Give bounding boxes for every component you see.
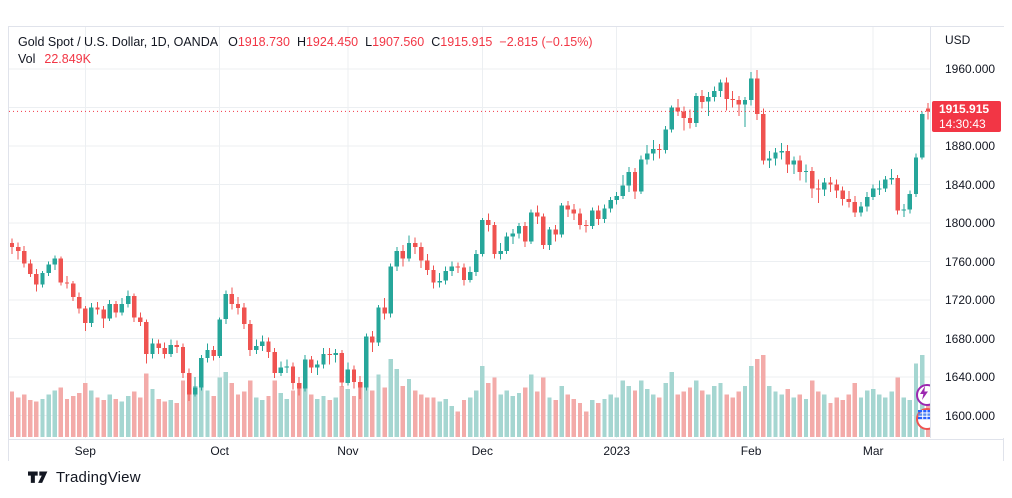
ohlc-token-H: H1924.450 <box>296 35 359 49</box>
last-price-value: 1915.915 <box>939 102 990 117</box>
price-tick: 1760.000 <box>945 254 996 269</box>
tradingview-logo-icon <box>28 471 48 483</box>
last-price-badge: 1915.915 14:30:43 <box>932 101 1001 133</box>
price-axis[interactable]: USD 1960.000 1880.000 1840.000 1800.000 1760… <box>932 27 1005 438</box>
volume-label: Vol <box>18 52 36 66</box>
chart-legend: Gold Spot / U.S. Dollar, 1D, OANDA O1918… <box>18 34 593 68</box>
ohlc-token-L: L1907.560 <box>365 35 425 49</box>
symbol-title[interactable]: Gold Spot / U.S. Dollar, 1D, OANDA <box>18 35 219 49</box>
calendar-grid-icon <box>918 410 930 420</box>
price-tick: 1960.000 <box>945 62 996 76</box>
price-tick: 1600.000 <box>945 408 996 423</box>
price-tick: 1840.000 <box>945 177 996 192</box>
price-tick: 1680.000 <box>945 331 996 346</box>
time-tick-Nov: Nov <box>337 444 359 458</box>
volume-series <box>9 354 930 438</box>
time-tick-Feb: Feb <box>740 444 762 458</box>
change-value: −2.815 (−0.15%) <box>499 35 593 49</box>
footer-brand[interactable]: TradingView <box>28 469 141 486</box>
time-tick-Oct: Oct <box>210 444 230 458</box>
price-tick: 1800.000 <box>945 216 996 230</box>
time-tick-Mar: Mar <box>862 444 884 458</box>
ohlc-token-O: O1918.730 <box>228 35 290 49</box>
ohlc-values: O1918.730 H1924.450 L1907.560 C1915.915 <box>228 34 492 51</box>
time-tick-Dec: Dec <box>471 444 493 458</box>
time-tick-2023: 2023 <box>603 444 631 458</box>
chart-plot-area[interactable]: Gold Spot / U.S. Dollar, 1D, OANDA O1918… <box>9 27 931 438</box>
countdown-timer: 14:30:43 <box>939 117 986 132</box>
candlestick-series <box>9 70 930 402</box>
legend-volume-row: Vol 22.849K <box>18 51 593 68</box>
volume-value: 22.849K <box>44 52 91 66</box>
legend-symbol-row: Gold Spot / U.S. Dollar, 1D, OANDA O1918… <box>18 34 593 51</box>
time-tick-Sep: Sep <box>74 444 96 458</box>
price-tick: 1720.000 <box>945 293 996 307</box>
earnings-event-icon[interactable] <box>916 384 930 406</box>
chart-panel: Gold Spot / U.S. Dollar, 1D, OANDA O1918… <box>8 26 1005 461</box>
price-tick: 1880.000 <box>945 139 996 153</box>
economic-calendar-event-icon[interactable] <box>916 408 930 430</box>
ohlc-token-C: C1915.915 <box>431 35 493 49</box>
time-axis[interactable]: Sep Oct Nov Dec 2023 Feb Mar <box>9 439 1003 461</box>
lightning-icon <box>920 386 928 400</box>
brand-name: TradingView <box>56 469 141 486</box>
price-tick: 1640.000 <box>945 370 996 384</box>
currency-label: USD <box>945 33 971 47</box>
